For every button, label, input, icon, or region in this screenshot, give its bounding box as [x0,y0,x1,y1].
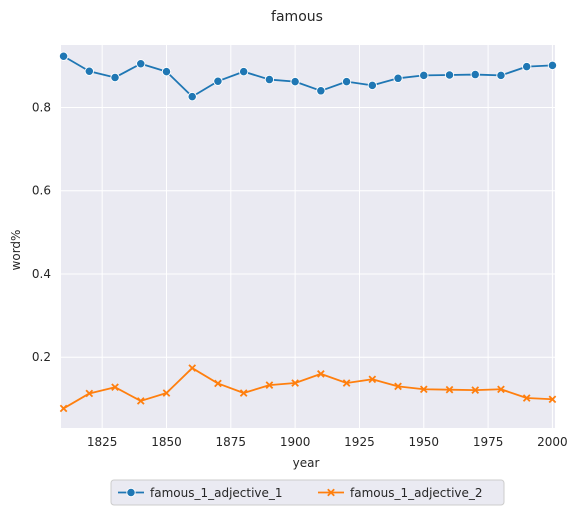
data-point [419,385,428,394]
data-point [213,76,223,86]
data-point [214,379,222,388]
data-point [136,397,145,405]
data-point [471,386,480,394]
data-point [85,389,94,398]
marker-stroke [162,389,171,397]
data-point [445,385,454,394]
data-point [444,70,455,80]
data-point [58,51,69,61]
data-point [547,60,558,71]
data-point [162,389,171,397]
data-point [239,389,248,397]
plot-area [61,45,555,428]
marker-stroke [188,364,197,372]
x-tick-label: 1875 [216,435,247,449]
marker-stroke [317,370,325,378]
tick-labels: 1825 1850 1875 1900 1925 1950 1975 2000 0.2 0.4 0.… [32,100,568,449]
y-tick-label: 0.6 [32,184,51,198]
x-tick-label: 1925 [344,435,375,449]
legend-label: famous_1_adjective_2 [350,486,483,500]
marker-stroke [239,389,248,397]
x-tick-label: 1900 [280,435,311,449]
marker-stroke [497,385,505,394]
marker-stroke [368,375,377,384]
marker-stroke [265,381,274,389]
marker-stroke [111,383,119,392]
data-point [291,379,299,387]
data-point [522,394,531,402]
data-point [187,91,197,102]
data-point [188,364,197,372]
marker-stroke [394,382,402,391]
marker-stroke [522,394,531,402]
data-point [497,385,505,394]
data-point [84,66,94,76]
legend: famous_1_adjective_1 famous_1_adjective_2 [110,479,505,506]
data-point [522,61,532,72]
legend-box [110,479,505,506]
data-point [393,73,403,83]
data-point [239,66,249,77]
marker-stroke [85,389,94,398]
marker-stroke [342,379,351,387]
y-tick-label: 0.8 [32,100,51,114]
data-point [136,59,146,69]
y-tick-label: 0.2 [32,350,51,364]
marker-stroke [59,404,68,413]
data-point [111,383,119,392]
x-tick-label: 1950 [409,435,440,449]
x-tick-label: 1975 [473,435,504,449]
marker-stroke [471,386,480,394]
legend-marker [126,487,136,498]
legend-label: famous_1_adjective_1 [150,486,283,500]
data-point [265,381,274,389]
marker-stroke [445,385,454,394]
series-famous_1_adjective_2 [59,364,557,413]
x-tick-label: 1825 [87,435,118,449]
x-tick-label: 2000 [537,435,568,449]
marker-stroke [548,395,557,404]
data-point [341,76,352,87]
data-point [470,69,480,80]
data-point [290,76,300,87]
y-axis-label: word% [9,230,23,271]
data-point [59,404,68,413]
x-axis-label: year [293,456,320,470]
marker-stroke [214,379,222,388]
data-point [419,70,429,81]
data-point [110,72,120,83]
marker-stroke [327,488,335,497]
chart-title: famous [271,9,323,25]
x-tick-label: 1850 [151,435,182,449]
series-line [63,367,553,410]
y-tick-label: 0.4 [32,267,51,281]
data-point [394,382,402,391]
grid-lines [61,45,555,428]
data-point [317,370,325,378]
data-point [342,379,351,387]
data-point [161,66,172,77]
data-point [367,80,377,91]
legend-marker [327,488,335,497]
series-famous_1_adjective_1 [58,51,558,102]
data-point [496,70,506,81]
data-point [548,395,557,404]
data-point [368,375,377,384]
data-point [316,86,326,96]
data-point [264,74,275,85]
marker-stroke [291,379,299,387]
series-layer [58,51,558,413]
marker-stroke [136,397,145,405]
marker-stroke [419,385,428,394]
